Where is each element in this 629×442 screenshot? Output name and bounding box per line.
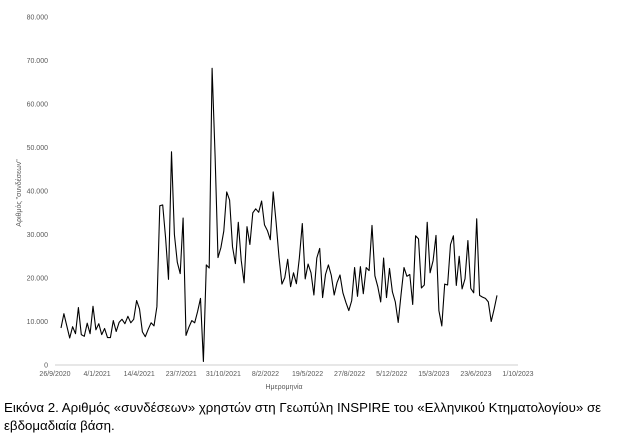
x-tick-label: 19/5/2022 <box>292 371 323 378</box>
figure-caption: Εικόνα 2. Αριθμός «συνδέσεων» χρηστών στ… <box>4 400 602 433</box>
y-tick-label: 20.000 <box>27 276 49 283</box>
y-tick-label: 80.000 <box>27 15 49 22</box>
x-tick-label: 8/2/2022 <box>252 371 279 378</box>
x-axis-title: Ημερομηνία <box>265 383 302 391</box>
x-tick-label: 23/7/2021 <box>166 371 197 378</box>
x-tick-label: 27/8/2022 <box>334 371 365 378</box>
x-tick-label: 1/10/2023 <box>502 371 533 378</box>
x-tick-label: 4/1/2021 <box>83 371 110 378</box>
y-tick-label: 40.000 <box>27 189 49 196</box>
y-tick-label: 70.000 <box>27 58 49 65</box>
x-tick-label: 14/4/2021 <box>124 371 155 378</box>
x-tick-label: 5/12/2022 <box>376 371 407 378</box>
y-tick-label: 10.000 <box>27 319 49 326</box>
y-axis-ticks: 0 10.000 20.000 30.000 40.000 50.000 60.000 70.… <box>27 15 49 370</box>
x-tick-label: 15/3/2023 <box>418 371 449 378</box>
y-tick-label: 50.000 <box>27 145 49 152</box>
y-tick-label: 30.000 <box>27 232 49 239</box>
x-tick-label: 23/6/2023 <box>460 371 491 378</box>
x-tick-label: 26/9/2020 <box>39 371 70 378</box>
x-axis-ticks: 26/9/2020 4/1/2021 14/4/2021 23/7/2021 31/10… <box>39 371 533 378</box>
y-axis-title: Αριθμός "συνδέσεων" <box>15 159 23 227</box>
line-chart: 0 10.000 20.000 30.000 40.000 50.000 60.000 70.… <box>15 15 534 392</box>
x-tick-label: 31/10/2021 <box>206 371 241 378</box>
series-line <box>60 67 498 363</box>
y-tick-label: 0 <box>44 363 48 370</box>
y-tick-label: 60.000 <box>27 102 49 109</box>
